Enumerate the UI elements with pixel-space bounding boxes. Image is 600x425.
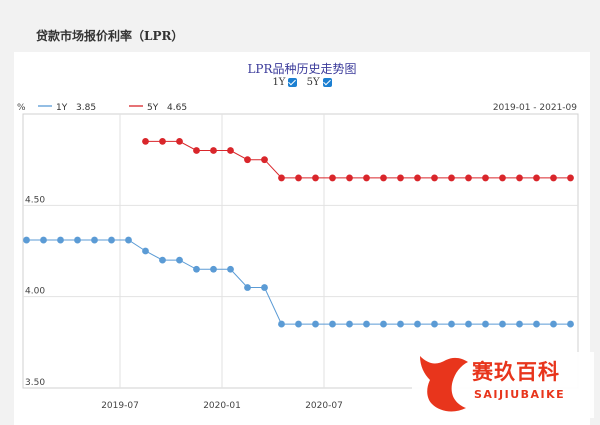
data-point-5y[interactable] bbox=[414, 174, 421, 182]
toggle-1y[interactable]: 1Y bbox=[272, 77, 298, 88]
x-tick-label: 2020-01 bbox=[203, 401, 241, 411]
data-point-1y[interactable] bbox=[227, 265, 234, 273]
data-point-1y[interactable] bbox=[142, 247, 149, 255]
data-point-5y[interactable] bbox=[159, 138, 166, 145]
data-point-5y[interactable] bbox=[448, 174, 455, 182]
checkbox-5y-icon[interactable] bbox=[322, 78, 332, 87]
data-point-5y[interactable] bbox=[176, 138, 183, 145]
data-point-5y[interactable] bbox=[380, 174, 387, 182]
data-point-1y[interactable] bbox=[210, 265, 217, 273]
legend-value-5y: 4.65 bbox=[167, 103, 187, 113]
data-point-5y[interactable] bbox=[533, 174, 540, 182]
data-point-1y[interactable] bbox=[91, 236, 98, 244]
data-point-1y[interactable] bbox=[278, 320, 285, 328]
data-point-5y[interactable] bbox=[329, 174, 336, 182]
data-point-1y[interactable] bbox=[533, 320, 540, 328]
data-point-5y[interactable] bbox=[482, 174, 489, 182]
data-point-1y[interactable] bbox=[550, 320, 557, 328]
watermark: 赛玖百科 SAIJIUBAIKE bbox=[412, 352, 594, 418]
data-point-1y[interactable] bbox=[40, 236, 47, 244]
watermark-subtext: SAIJIUBAIKE bbox=[474, 388, 566, 401]
chart-title: LPR品种历史走势图 bbox=[247, 62, 357, 76]
data-point-5y[interactable] bbox=[431, 174, 438, 182]
data-point-1y[interactable] bbox=[414, 320, 421, 328]
data-point-1y[interactable] bbox=[516, 320, 523, 328]
data-point-1y[interactable] bbox=[125, 236, 132, 244]
series-toggles: 1Y 5Y bbox=[14, 77, 590, 88]
data-point-1y[interactable] bbox=[295, 320, 302, 328]
data-point-1y[interactable] bbox=[244, 284, 251, 291]
data-point-5y[interactable] bbox=[278, 174, 285, 182]
data-point-1y[interactable] bbox=[346, 320, 353, 328]
data-point-1y[interactable] bbox=[431, 320, 438, 328]
data-point-1y[interactable] bbox=[108, 236, 115, 244]
data-point-5y[interactable] bbox=[312, 174, 319, 182]
page-title: 贷款市场报价利率（LPR） bbox=[36, 29, 184, 43]
y-tick-label: 4.50 bbox=[25, 195, 45, 205]
series-line-1y bbox=[26, 239, 571, 325]
data-point-5y[interactable] bbox=[227, 147, 234, 154]
data-point-1y[interactable] bbox=[74, 236, 81, 244]
legend-name-5y: 5Y bbox=[147, 103, 159, 113]
y-tick-label: 4.00 bbox=[25, 287, 45, 297]
data-point-5y[interactable] bbox=[567, 174, 574, 182]
whale-tail-logo-icon bbox=[420, 356, 468, 412]
y-axis-unit: % bbox=[17, 103, 26, 113]
data-point-1y[interactable] bbox=[193, 265, 200, 273]
toggle-5y[interactable]: 5Y bbox=[307, 77, 332, 88]
data-point-5y[interactable] bbox=[295, 174, 302, 182]
data-point-1y[interactable] bbox=[261, 284, 268, 291]
data-point-5y[interactable] bbox=[550, 174, 557, 182]
data-point-5y[interactable] bbox=[499, 174, 506, 182]
data-point-1y[interactable] bbox=[499, 320, 506, 328]
data-point-5y[interactable] bbox=[516, 174, 523, 182]
data-point-5y[interactable] bbox=[142, 138, 149, 145]
data-point-1y[interactable] bbox=[329, 320, 336, 328]
data-point-1y[interactable] bbox=[448, 320, 455, 328]
data-point-1y[interactable] bbox=[465, 320, 472, 328]
data-point-5y[interactable] bbox=[346, 174, 353, 182]
data-point-1y[interactable] bbox=[159, 256, 166, 264]
data-point-1y[interactable] bbox=[380, 320, 387, 328]
plot-frame bbox=[22, 113, 579, 389]
y-tick-label: 3.50 bbox=[25, 378, 45, 388]
legend-name-1y: 1Y bbox=[56, 103, 68, 113]
toggle-1y-label: 1Y bbox=[272, 77, 286, 88]
data-point-1y[interactable] bbox=[57, 236, 64, 244]
toggle-5y-label: 5Y bbox=[306, 77, 320, 88]
data-point-5y[interactable] bbox=[363, 174, 370, 182]
data-point-5y[interactable] bbox=[397, 174, 404, 182]
legend-value-1y: 3.85 bbox=[76, 103, 96, 113]
x-tick-label: 2020-07 bbox=[305, 401, 343, 411]
series-line-5y bbox=[145, 140, 571, 179]
data-point-5y[interactable] bbox=[465, 174, 472, 182]
checkbox-1y-icon[interactable] bbox=[288, 78, 298, 87]
data-point-1y[interactable] bbox=[23, 236, 30, 244]
date-range-label: 2019-01 - 2021-09 bbox=[493, 103, 577, 113]
chart-svg: 4.50 4.00 3.50 2019-07 2020-01 2020-07% 2019-0… bbox=[17, 103, 579, 411]
data-point-1y[interactable] bbox=[567, 320, 574, 328]
data-point-1y[interactable] bbox=[397, 320, 404, 328]
data-point-1y[interactable] bbox=[363, 320, 370, 328]
data-point-5y[interactable] bbox=[193, 147, 200, 154]
data-point-1y[interactable] bbox=[312, 320, 319, 328]
chart-card: 4.50 4.00 3.50 2019-07 2020-01 2020-07% 2019-0… bbox=[14, 52, 590, 425]
data-point-5y[interactable] bbox=[261, 156, 268, 164]
data-point-1y[interactable] bbox=[482, 320, 489, 328]
data-point-1y[interactable] bbox=[176, 256, 183, 264]
data-point-5y[interactable] bbox=[210, 147, 217, 154]
x-tick-label: 2019-07 bbox=[101, 401, 139, 411]
data-point-5y[interactable] bbox=[244, 156, 251, 164]
watermark-text: 赛玖百科 bbox=[472, 360, 560, 384]
